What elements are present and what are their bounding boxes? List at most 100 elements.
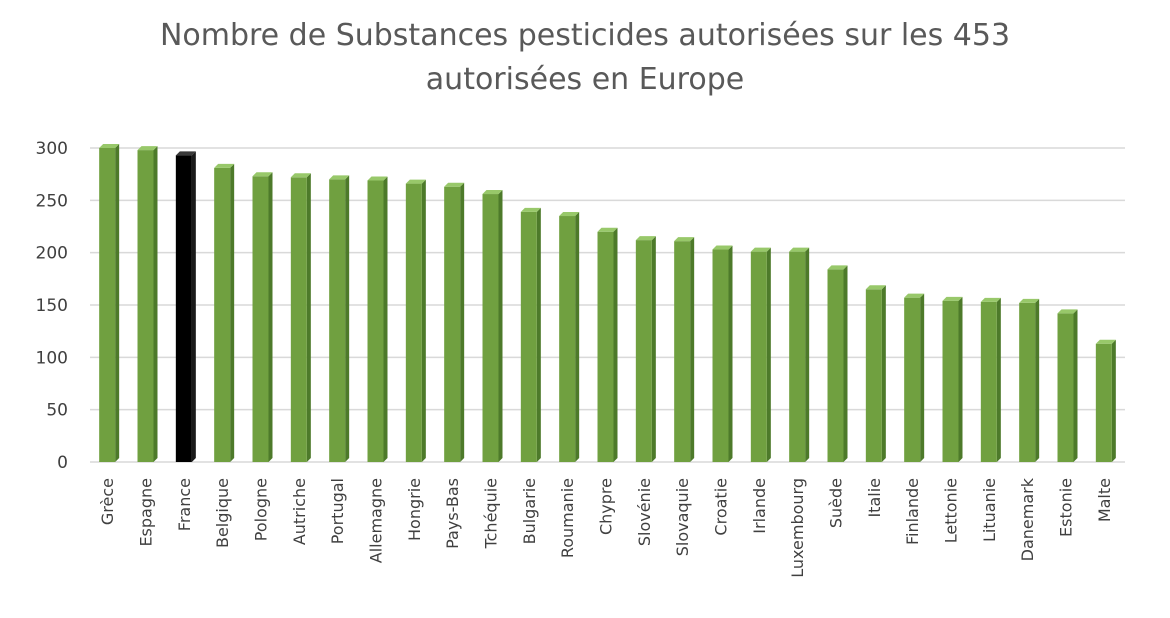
bar-front [980,301,997,462]
bar-front [482,194,499,462]
bar-finlande [904,293,925,462]
bar-front [175,155,192,462]
bar-bulgarie [520,207,541,462]
bar-top [214,163,235,168]
y-tick-label: 0 [57,453,68,473]
bar-side [115,144,120,462]
bar-top [635,236,656,241]
bar-side [230,163,235,463]
x-tick-label: Estonie [1057,478,1076,537]
x-tick-label: Malte [1095,478,1114,522]
bar-france [175,151,196,462]
x-tick-label: Slovénie [635,478,654,546]
y-tick-label: 200 [36,244,68,264]
x-tick-label: Espagne [137,478,156,547]
bar-belgique [214,163,235,463]
bar-side [728,245,733,462]
bar-italie [865,285,886,462]
bar-side [153,146,158,463]
x-tick-label: Finlande [903,478,922,545]
bar-grèce [99,144,120,462]
y-tick-label: 50 [46,401,68,421]
bar-top [520,207,541,212]
bar-top [1019,298,1040,303]
x-tick-label: Pologne [252,478,271,541]
bar-side [958,296,963,462]
bars [99,144,1116,463]
bar-suède [827,265,848,462]
bar-top [329,175,350,180]
bar-front [750,251,767,462]
chart-title-line-1: Nombre de Substances pesticides autorisé… [159,18,1011,53]
x-axis-labels: Grèce Espagne France Belgique Pologne Autrich… [98,477,1114,577]
x-tick-label: Pays-Bas [443,478,462,549]
x-tick-label: Slovaquie [673,478,692,556]
bar-irlande [750,247,771,462]
bar-top [559,212,580,217]
bar-side [1035,298,1040,462]
bar-side [191,151,196,462]
bar-front [904,297,921,462]
bar-front [712,249,729,462]
x-tick-label: Irlande [750,478,769,534]
x-tick-label: Portugal [328,478,347,544]
x-tick-label: Italie [865,478,884,518]
bar-side [498,190,503,462]
bar-front [329,179,346,462]
bar-top [712,245,733,250]
bar-top [789,247,810,252]
bar-danemark [1019,298,1040,462]
bar-top [942,296,963,301]
bar-top [175,151,196,156]
bar-slovaquie [674,237,695,462]
bar-side [690,237,695,462]
y-tick-label: 300 [36,139,68,159]
bar-chypre [597,227,618,462]
bar-front [405,183,422,462]
bar-side [805,247,810,462]
bar-side [1111,339,1116,462]
bar-slovénie [635,236,656,462]
x-tick-label: Lettonie [942,478,961,543]
bar-top [1057,309,1078,314]
bar-side [268,172,273,462]
bar-side [460,182,465,462]
bar-top [137,146,158,151]
bar-lettonie [942,296,963,462]
bar-front [214,167,231,463]
bar-side [306,173,311,462]
x-tick-label: Hongrie [405,478,424,541]
x-tick-label: Croatie [712,478,731,536]
bar-luxembourg [789,247,810,462]
bar-front [444,186,461,462]
x-tick-label: Lituanie [980,478,999,542]
x-tick-label: Tchéquie [482,478,501,549]
bar-top [904,293,925,298]
bar-top [252,172,273,177]
bar-front [99,148,116,462]
bar-front [674,241,691,462]
bar-front [520,211,537,462]
bar-front [827,269,844,462]
bar-estonie [1057,309,1078,462]
bar-malte [1095,339,1116,462]
bar-top [865,285,886,290]
bar-side [881,285,886,462]
x-tick-label: Grèce [98,478,117,525]
bar-front [942,300,959,462]
bar-front [1095,343,1112,462]
bar-top [1095,339,1116,344]
y-tick-label: 100 [36,348,68,368]
bar-side [383,176,388,463]
bar-top [405,179,426,184]
bar-allemagne [367,176,388,463]
bar-side [345,175,350,462]
bar-front [252,176,269,462]
y-axis-ticks: 0 50 100 150 200 250 300 [36,139,68,473]
bar-portugal [329,175,350,462]
bar-top [980,297,1001,302]
bar-side [575,212,580,462]
chart-title: Nombre de Substances pesticides autorisé… [0,14,1170,102]
bar-top [597,227,618,232]
